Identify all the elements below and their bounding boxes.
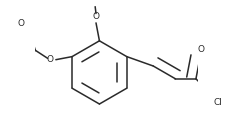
Text: O: O [93, 12, 99, 21]
Text: O: O [198, 45, 205, 54]
Text: O: O [17, 19, 24, 28]
Text: Cl: Cl [214, 98, 223, 107]
Text: O: O [47, 55, 54, 63]
